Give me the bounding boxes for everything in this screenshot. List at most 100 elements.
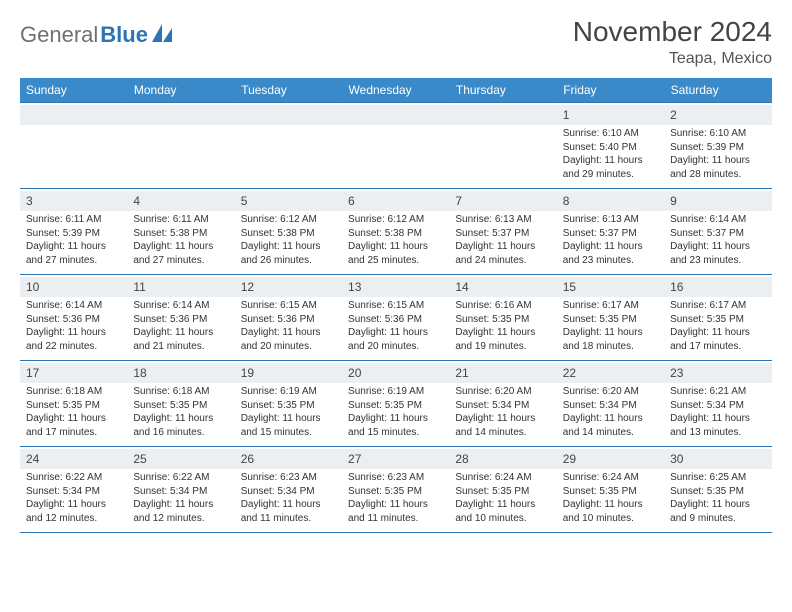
- sunrise-text: Sunrise: 6:18 AM: [26, 385, 121, 399]
- calendar-day-cell: 17Sunrise: 6:18 AMSunset: 5:35 PMDayligh…: [20, 361, 127, 447]
- day-content: 7Sunrise: 6:13 AMSunset: 5:37 PMDaylight…: [449, 189, 556, 273]
- calendar-day-cell: 13Sunrise: 6:15 AMSunset: 5:36 PMDayligh…: [342, 275, 449, 361]
- sunrise-text: Sunrise: 6:16 AM: [455, 299, 550, 313]
- day-content: 10Sunrise: 6:14 AMSunset: 5:36 PMDayligh…: [20, 275, 127, 359]
- daylight-text: Daylight: 11 hours and 24 minutes.: [455, 240, 550, 267]
- calendar-day-cell: 28Sunrise: 6:24 AMSunset: 5:35 PMDayligh…: [449, 447, 556, 533]
- page-header: GeneralBlue November 2024 Teapa, Mexico: [20, 16, 772, 68]
- sunset-text: Sunset: 5:34 PM: [133, 485, 228, 499]
- sunset-text: Sunset: 5:35 PM: [455, 485, 550, 499]
- day-content: [449, 103, 556, 133]
- weekday-header: Monday: [127, 78, 234, 103]
- day-content: 22Sunrise: 6:20 AMSunset: 5:34 PMDayligh…: [557, 361, 664, 445]
- daylight-text: Daylight: 11 hours and 14 minutes.: [455, 412, 550, 439]
- day-content: 2Sunrise: 6:10 AMSunset: 5:39 PMDaylight…: [664, 103, 771, 187]
- sunset-text: Sunset: 5:35 PM: [563, 313, 658, 327]
- calendar-day-cell: 24Sunrise: 6:22 AMSunset: 5:34 PMDayligh…: [20, 447, 127, 533]
- daylight-text: Daylight: 11 hours and 29 minutes.: [563, 154, 658, 181]
- calendar-day-cell: 1Sunrise: 6:10 AMSunset: 5:40 PMDaylight…: [557, 103, 664, 189]
- sunset-text: Sunset: 5:35 PM: [670, 313, 765, 327]
- sunrise-text: Sunrise: 6:22 AM: [133, 471, 228, 485]
- sunrise-text: Sunrise: 6:14 AM: [26, 299, 121, 313]
- day-content: 13Sunrise: 6:15 AMSunset: 5:36 PMDayligh…: [342, 275, 449, 359]
- calendar-day-cell: 23Sunrise: 6:21 AMSunset: 5:34 PMDayligh…: [664, 361, 771, 447]
- day-number: 2: [664, 105, 771, 125]
- day-number: 6: [342, 191, 449, 211]
- day-content: 4Sunrise: 6:11 AMSunset: 5:38 PMDaylight…: [127, 189, 234, 273]
- day-number: 16: [664, 277, 771, 297]
- day-content: 21Sunrise: 6:20 AMSunset: 5:34 PMDayligh…: [449, 361, 556, 445]
- sunset-text: Sunset: 5:35 PM: [455, 313, 550, 327]
- sunrise-text: Sunrise: 6:13 AM: [563, 213, 658, 227]
- daylight-text: Daylight: 11 hours and 23 minutes.: [670, 240, 765, 267]
- sunset-text: Sunset: 5:34 PM: [455, 399, 550, 413]
- daylight-text: Daylight: 11 hours and 9 minutes.: [670, 498, 765, 525]
- sunrise-text: Sunrise: 6:25 AM: [670, 471, 765, 485]
- day-number: 10: [20, 277, 127, 297]
- brand-part2: Blue: [100, 22, 148, 48]
- calendar-day-cell: 26Sunrise: 6:23 AMSunset: 5:34 PMDayligh…: [235, 447, 342, 533]
- daylight-text: Daylight: 11 hours and 11 minutes.: [241, 498, 336, 525]
- calendar-week-row: 24Sunrise: 6:22 AMSunset: 5:34 PMDayligh…: [20, 447, 772, 533]
- calendar-week-row: 17Sunrise: 6:18 AMSunset: 5:35 PMDayligh…: [20, 361, 772, 447]
- calendar-day-cell: [449, 103, 556, 189]
- sunrise-text: Sunrise: 6:14 AM: [133, 299, 228, 313]
- day-content: 27Sunrise: 6:23 AMSunset: 5:35 PMDayligh…: [342, 447, 449, 531]
- day-number: 30: [664, 449, 771, 469]
- calendar-day-cell: 5Sunrise: 6:12 AMSunset: 5:38 PMDaylight…: [235, 189, 342, 275]
- day-number: 5: [235, 191, 342, 211]
- daylight-text: Daylight: 11 hours and 21 minutes.: [133, 326, 228, 353]
- calendar-day-cell: 10Sunrise: 6:14 AMSunset: 5:36 PMDayligh…: [20, 275, 127, 361]
- calendar-day-cell: 29Sunrise: 6:24 AMSunset: 5:35 PMDayligh…: [557, 447, 664, 533]
- calendar-day-cell: 16Sunrise: 6:17 AMSunset: 5:35 PMDayligh…: [664, 275, 771, 361]
- sunrise-text: Sunrise: 6:12 AM: [348, 213, 443, 227]
- sunset-text: Sunset: 5:34 PM: [26, 485, 121, 499]
- day-number: 15: [557, 277, 664, 297]
- day-number: 28: [449, 449, 556, 469]
- day-number: 8: [557, 191, 664, 211]
- day-content: 16Sunrise: 6:17 AMSunset: 5:35 PMDayligh…: [664, 275, 771, 359]
- sunrise-text: Sunrise: 6:15 AM: [241, 299, 336, 313]
- day-content: 28Sunrise: 6:24 AMSunset: 5:35 PMDayligh…: [449, 447, 556, 531]
- sunset-text: Sunset: 5:34 PM: [241, 485, 336, 499]
- sunrise-text: Sunrise: 6:18 AM: [133, 385, 228, 399]
- day-number: 21: [449, 363, 556, 383]
- day-number: 25: [127, 449, 234, 469]
- sunrise-text: Sunrise: 6:24 AM: [563, 471, 658, 485]
- sunrise-text: Sunrise: 6:12 AM: [241, 213, 336, 227]
- calendar-page: GeneralBlue November 2024 Teapa, Mexico …: [0, 0, 792, 549]
- day-content: 14Sunrise: 6:16 AMSunset: 5:35 PMDayligh…: [449, 275, 556, 359]
- day-number: 9: [664, 191, 771, 211]
- day-content: 26Sunrise: 6:23 AMSunset: 5:34 PMDayligh…: [235, 447, 342, 531]
- calendar-week-row: 1Sunrise: 6:10 AMSunset: 5:40 PMDaylight…: [20, 103, 772, 189]
- daylight-text: Daylight: 11 hours and 11 minutes.: [348, 498, 443, 525]
- calendar-body: 1Sunrise: 6:10 AMSunset: 5:40 PMDaylight…: [20, 103, 772, 533]
- sunrise-text: Sunrise: 6:17 AM: [563, 299, 658, 313]
- calendar-day-cell: 2Sunrise: 6:10 AMSunset: 5:39 PMDaylight…: [664, 103, 771, 189]
- day-content: 25 Sunrise: 6:22 AMSunset: 5:34 PMDayligh…: [127, 447, 234, 531]
- day-number: 27: [342, 449, 449, 469]
- calendar-day-cell: 9Sunrise: 6:14 AMSunset: 5:37 PMDaylight…: [664, 189, 771, 275]
- calendar-day-cell: 21Sunrise: 6:20 AMSunset: 5:34 PMDayligh…: [449, 361, 556, 447]
- day-content: 3Sunrise: 6:11 AMSunset: 5:39 PMDaylight…: [20, 189, 127, 273]
- sunset-text: Sunset: 5:34 PM: [670, 399, 765, 413]
- daylight-text: Daylight: 11 hours and 27 minutes.: [26, 240, 121, 267]
- daylight-text: Daylight: 11 hours and 20 minutes.: [241, 326, 336, 353]
- sunrise-text: Sunrise: 6:11 AM: [26, 213, 121, 227]
- day-number: 1: [557, 105, 664, 125]
- day-number: [342, 105, 449, 125]
- sunrise-text: Sunrise: 6:11 AM: [133, 213, 228, 227]
- calendar-day-cell: 3Sunrise: 6:11 AMSunset: 5:39 PMDaylight…: [20, 189, 127, 275]
- day-number: 4: [127, 191, 234, 211]
- day-number: 14: [449, 277, 556, 297]
- day-content: 15Sunrise: 6:17 AMSunset: 5:35 PMDayligh…: [557, 275, 664, 359]
- daylight-text: Daylight: 11 hours and 10 minutes.: [455, 498, 550, 525]
- day-content: 30Sunrise: 6:25 AMSunset: 5:35 PMDayligh…: [664, 447, 771, 531]
- day-number: [449, 105, 556, 125]
- day-number: 17: [20, 363, 127, 383]
- daylight-text: Daylight: 11 hours and 16 minutes.: [133, 412, 228, 439]
- calendar-day-cell: 4Sunrise: 6:11 AMSunset: 5:38 PMDaylight…: [127, 189, 234, 275]
- calendar-day-cell: 6Sunrise: 6:12 AMSunset: 5:38 PMDaylight…: [342, 189, 449, 275]
- calendar-day-cell: 15Sunrise: 6:17 AMSunset: 5:35 PMDayligh…: [557, 275, 664, 361]
- daylight-text: Daylight: 11 hours and 12 minutes.: [133, 498, 228, 525]
